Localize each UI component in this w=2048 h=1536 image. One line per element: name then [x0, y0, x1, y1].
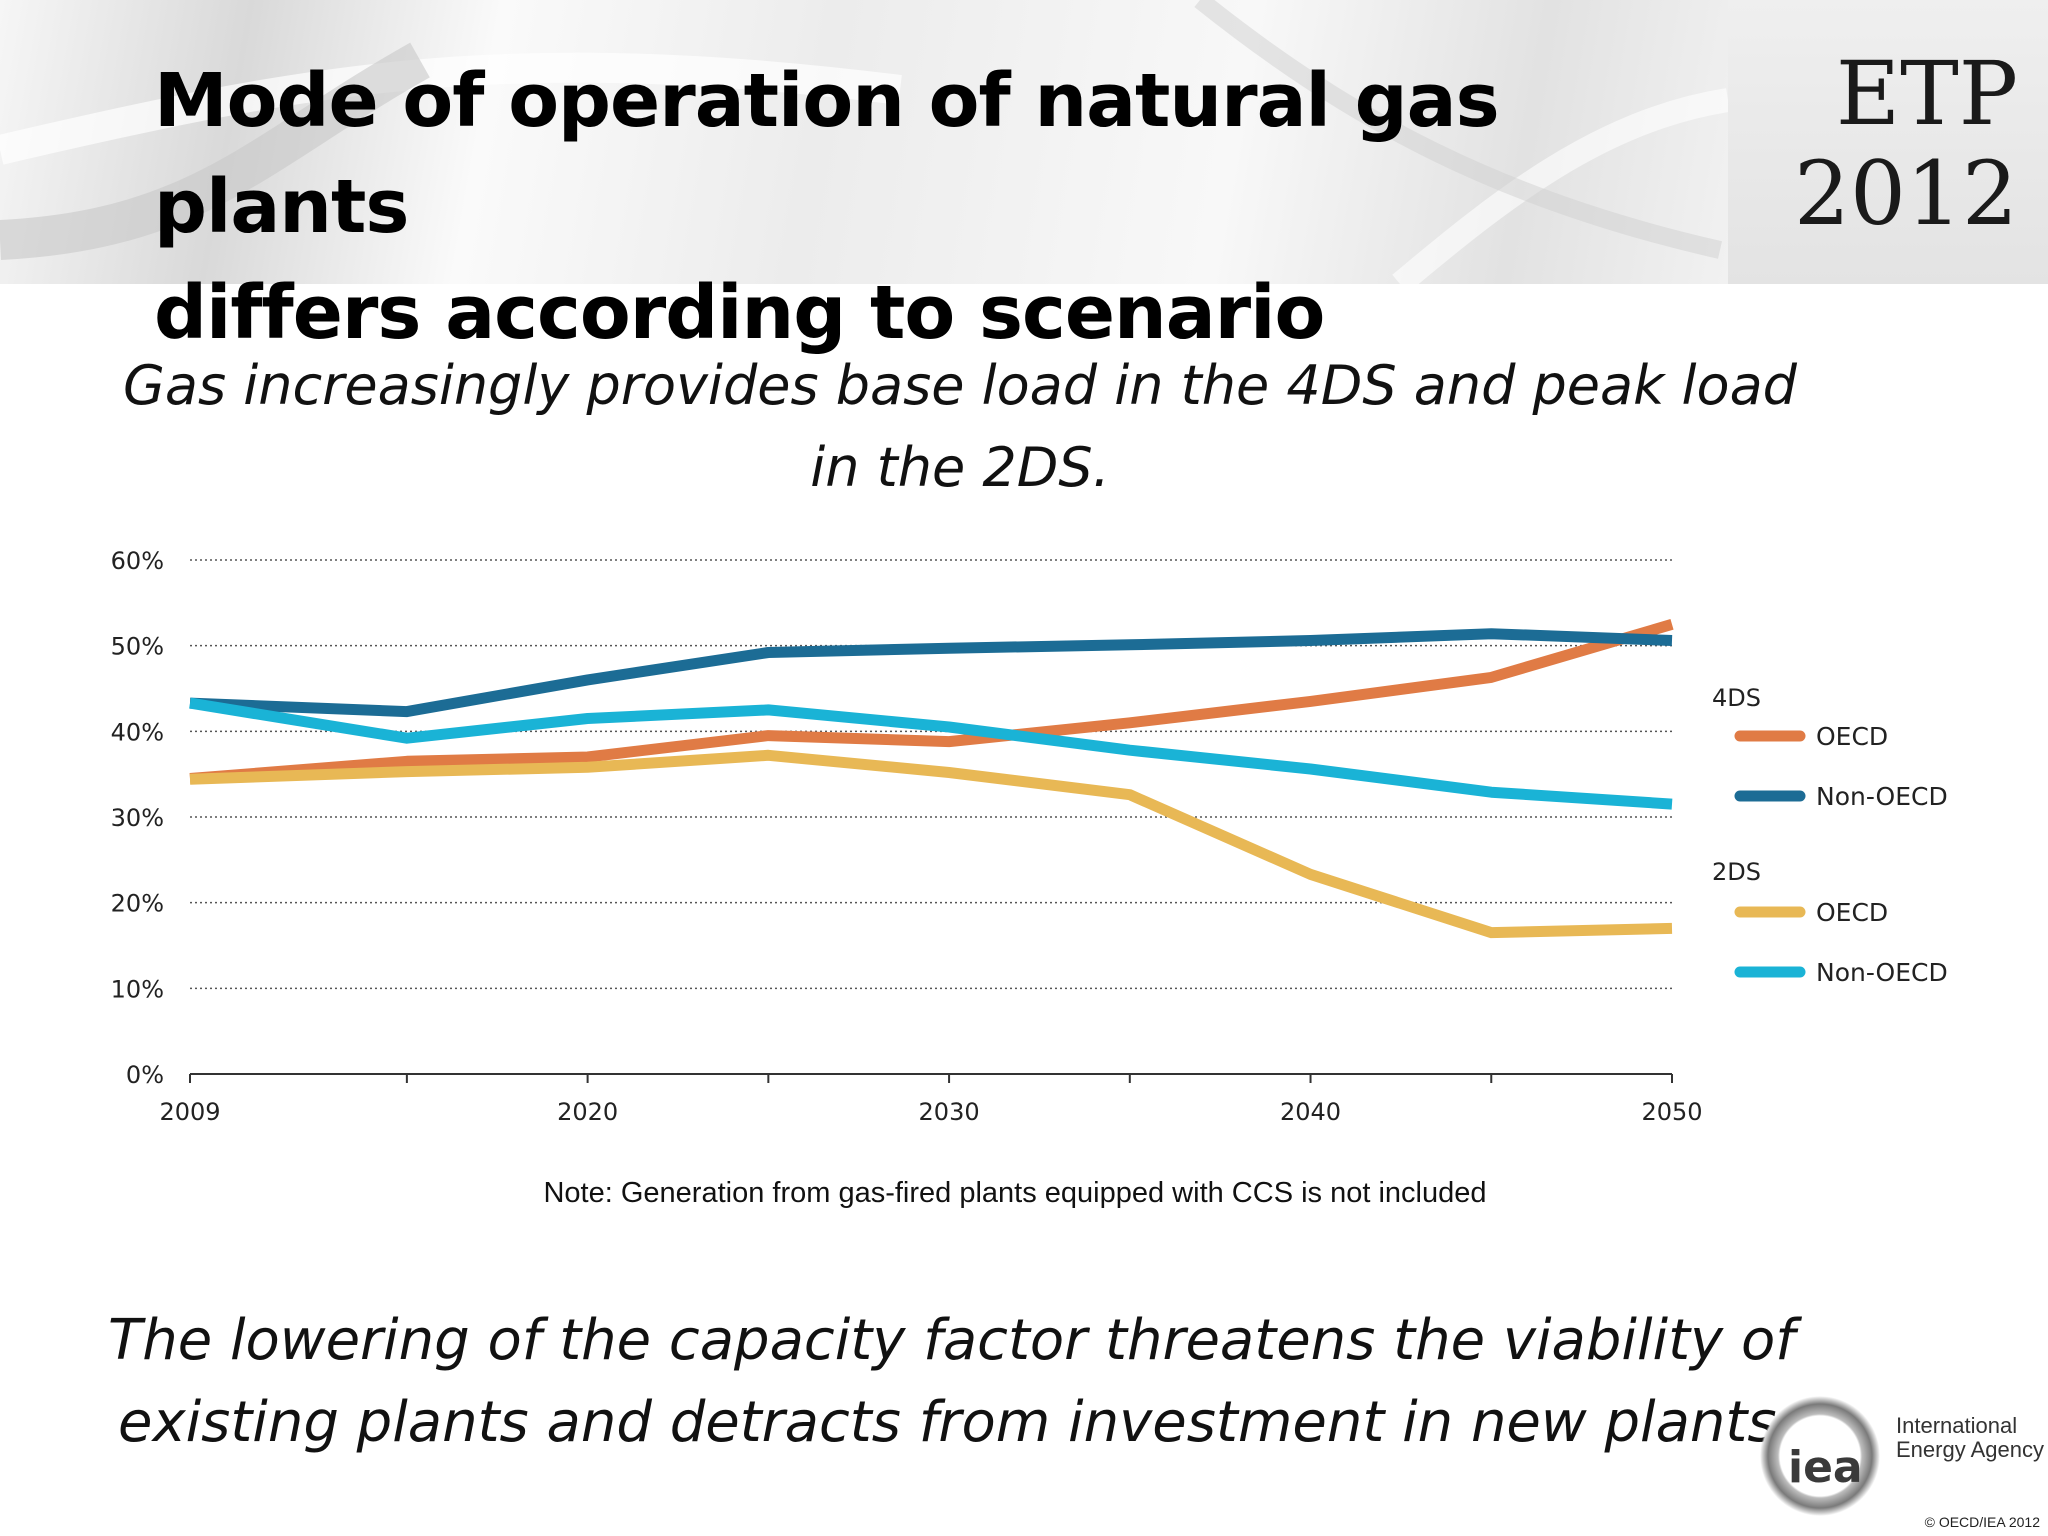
- etp-logo: ETP 2012: [1768, 44, 2018, 244]
- data-point: [587, 717, 589, 719]
- data-point: [767, 754, 769, 756]
- logo-panel: [1728, 0, 2048, 284]
- legend-group-label: 4DS: [1712, 684, 1761, 712]
- data-point: [406, 737, 408, 739]
- y-tick-label: 30%: [111, 804, 164, 832]
- chart-note: Note: Generation from gas-fired plants e…: [543, 1177, 1487, 1209]
- data-point: [1129, 644, 1131, 646]
- data-point: [406, 711, 408, 713]
- data-point: [948, 647, 950, 649]
- legend-label: OECD: [1816, 722, 1888, 751]
- data-point: [1490, 633, 1492, 635]
- data-point: [1310, 768, 1312, 770]
- x-tick-label: 2030: [919, 1098, 980, 1126]
- series-line-4ds-non-oecd: [189, 628, 1673, 718]
- data-point: [948, 741, 950, 743]
- legend-label: Non-OECD: [1816, 958, 1948, 987]
- data-point: [1129, 722, 1131, 724]
- header-decoration: [0, 0, 1728, 284]
- data-point: [1310, 873, 1312, 875]
- subtitle-line-2: in the 2DS.: [810, 436, 1110, 499]
- series-line-2ds-non-oecd: [189, 697, 1673, 810]
- x-tick-label: 2040: [1280, 1098, 1341, 1126]
- data-point: [1310, 700, 1312, 702]
- y-tick-label: 60%: [111, 547, 164, 575]
- data-point: [767, 735, 769, 737]
- y-tick-label: 0%: [126, 1061, 164, 1089]
- line-chart: 0% 10% 20% 30% 40% 50% 60% 2009 2020 2030 2040 2050…: [111, 547, 1948, 1126]
- y-tick-label: 40%: [111, 718, 164, 746]
- data-point: [1671, 623, 1673, 625]
- data-point: [587, 756, 589, 758]
- title-line-1: Mode of operation of natural gas plants: [154, 58, 1500, 250]
- data-point: [1671, 640, 1673, 642]
- series-line-2ds-oecd: [189, 749, 1673, 939]
- data-point: [189, 702, 191, 704]
- conclusion-line-2: existing plants and detracts from invest…: [118, 1390, 1795, 1455]
- data-point: [1671, 803, 1673, 805]
- data-point: [767, 709, 769, 711]
- iea-name: International Energy Agency: [1896, 1414, 2046, 1462]
- legend-group-label: 2DS: [1712, 858, 1761, 886]
- data-point: [1490, 932, 1492, 934]
- y-tick-label: 50%: [111, 633, 164, 661]
- conclusion-line-1: The lowering of the capacity factor thre…: [108, 1308, 1795, 1373]
- iea-ring-icon: [1760, 1396, 1880, 1516]
- data-point: [406, 771, 408, 773]
- data-point: [1490, 791, 1492, 793]
- title-line-2: differs according to scenario: [154, 270, 1325, 356]
- data-point: [1490, 676, 1492, 678]
- header-banner: [0, 0, 2048, 284]
- page-title: Mode of operation of natural gas plants …: [154, 48, 1694, 366]
- legend-label: Non-OECD: [1816, 782, 1948, 811]
- data-point: [948, 771, 950, 773]
- series-line-4ds-oecd: [189, 619, 1674, 784]
- data-point: [1671, 927, 1673, 929]
- x-tick-label: 2050: [1641, 1098, 1702, 1126]
- data-point: [767, 652, 769, 654]
- data-point: [1310, 640, 1312, 642]
- conclusion-text: The lowering of the capacity factor thre…: [80, 1300, 1800, 1464]
- y-tick-label: 20%: [111, 890, 164, 918]
- y-tick-label: 10%: [111, 975, 164, 1003]
- x-tick-label: 2020: [557, 1098, 618, 1126]
- data-point: [948, 726, 950, 728]
- data-point: [587, 766, 589, 768]
- data-point: [587, 679, 589, 681]
- slide-subtitle: Gas increasingly provides base load in t…: [90, 345, 1830, 509]
- iea-logo: iea International Energy Agency: [1760, 1392, 2044, 1522]
- etp-logo-line-1: ETP: [1835, 42, 2018, 145]
- data-point: [189, 778, 191, 780]
- data-point: [1129, 749, 1131, 751]
- copyright: © OECD/IEA 2012: [1924, 1514, 2040, 1530]
- iea-name-line-2: Energy Agency: [1896, 1437, 2044, 1462]
- legend-label: OECD: [1816, 898, 1888, 927]
- subtitle-line-1: Gas increasingly provides base load in t…: [123, 354, 1797, 417]
- data-point: [406, 760, 408, 762]
- data-point: [1129, 794, 1131, 796]
- iea-logo-text: iea: [1788, 1442, 1863, 1493]
- etp-logo-line-2: 2012: [1794, 142, 2018, 245]
- x-tick-label: 2009: [159, 1098, 220, 1126]
- iea-name-line-1: International: [1896, 1413, 2018, 1438]
